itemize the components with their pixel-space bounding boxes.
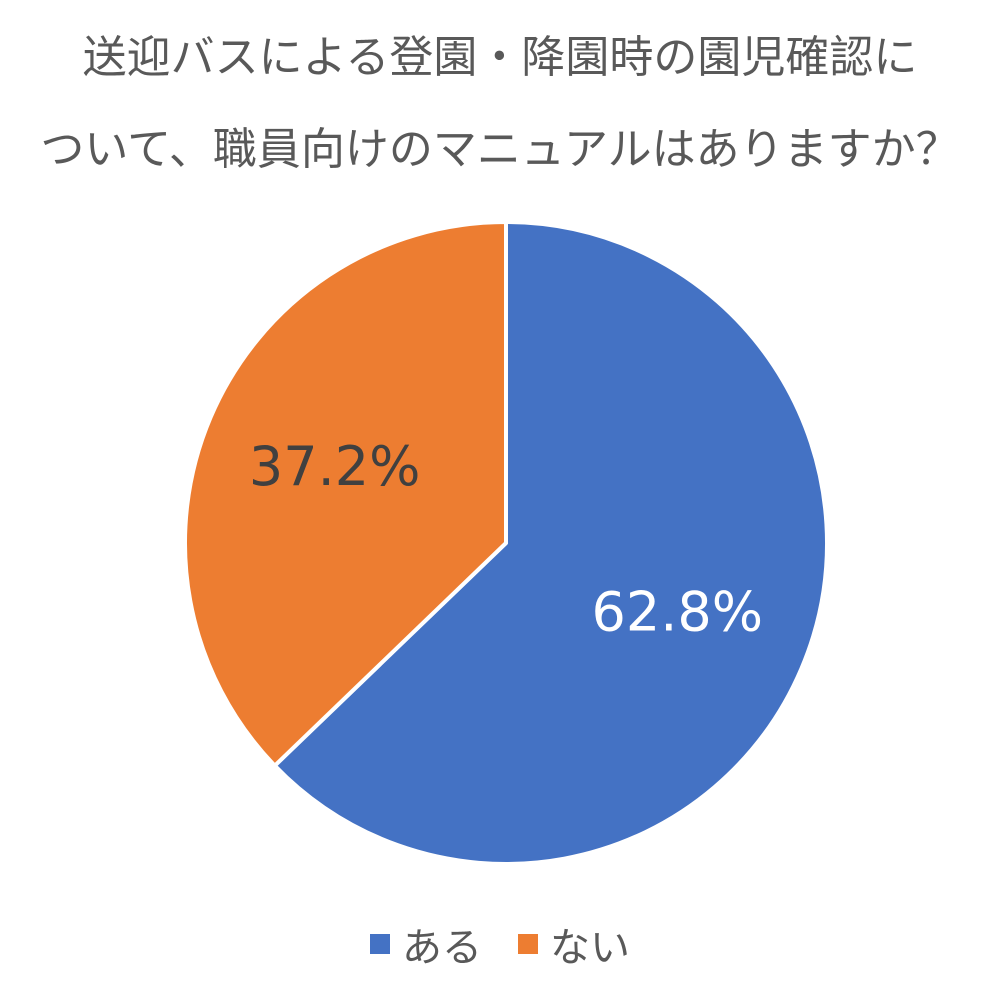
legend-item-aru[interactable]: ある [370, 915, 482, 973]
chart-legend: ある ない [0, 915, 1000, 973]
chart-title: 送迎バスによる登園・降園時の園児確認に ついて、職員向けのマニュアルはありますか… [0, 12, 1000, 196]
pie-slice-nai[interactable] [183, 220, 508, 768]
chart-title-line-2: ついて、職員向けのマニュアルはありますか？ [40, 124, 960, 175]
legend-item-nai[interactable]: ない [518, 915, 630, 973]
legend-label-nai: ない [550, 925, 630, 971]
legend-label-aru: ある [402, 925, 482, 971]
legend-swatch-nai [518, 934, 538, 954]
data-label-aru: 62.8% [592, 581, 764, 644]
pie-slice-aru[interactable] [272, 220, 829, 866]
data-label-nai: 37.2% [249, 435, 421, 498]
legend-swatch-aru [370, 934, 390, 954]
chart-title-line-1: 送迎バスによる登園・降園時の園児確認に [82, 32, 918, 83]
